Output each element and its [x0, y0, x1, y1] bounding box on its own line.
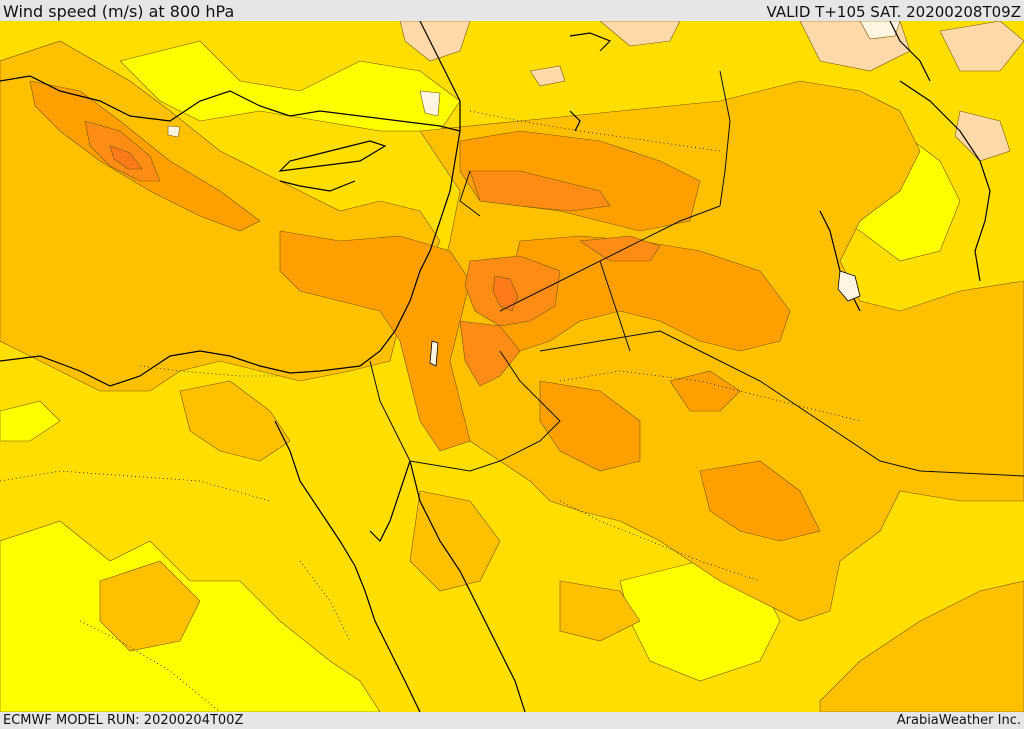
water-features: [429, 270, 861, 367]
credit-label: ArabiaWeather Inc.: [896, 713, 1021, 728]
core-zones: [109, 145, 519, 312]
footer-bar: ECMWF MODEL RUN: 20200204T00Z ArabiaWeat…: [0, 712, 1024, 729]
header-bar: Wind speed (m/s) at 800 hPa VALID T+105 …: [0, 0, 1024, 21]
map-canvas: [0, 21, 1024, 712]
model-run-label: ECMWF MODEL RUN: 20200204T00Z: [3, 713, 244, 728]
lightest-zones: [167, 21, 901, 138]
valid-time-label: VALID T+105 SAT. 20200208T09Z: [766, 3, 1021, 21]
wind-speed-map[interactable]: [0, 21, 1024, 712]
country-borders: [369, 70, 1024, 477]
dotted-borders: [0, 110, 861, 712]
coastlines: [0, 21, 991, 712]
map-title: Wind speed (m/s) at 800 hPa: [3, 2, 235, 21]
